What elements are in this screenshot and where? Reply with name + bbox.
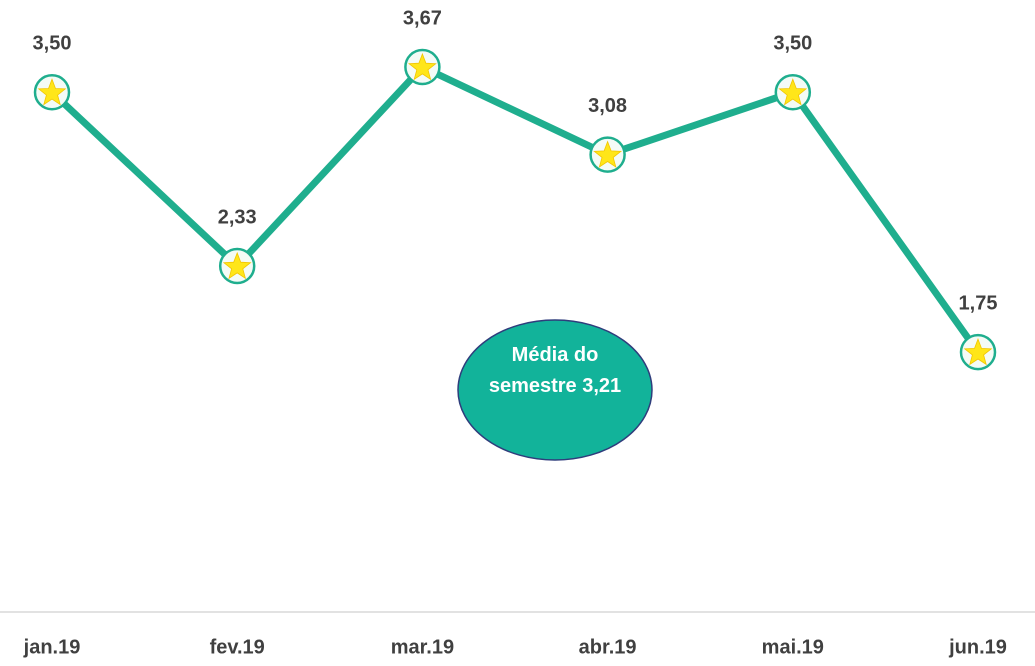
marker-star <box>408 52 437 81</box>
marker-star <box>593 140 622 168</box>
data-label: 3,50 <box>33 33 72 55</box>
annotation: Média do semestre 3,21 <box>488 344 622 397</box>
x-tick-label: abr.19 <box>579 636 637 658</box>
x-tick-label: mai.19 <box>762 636 824 658</box>
marker-star <box>222 251 252 280</box>
data-label: 3,67 <box>403 7 442 29</box>
data-label: 3,50 <box>773 33 812 55</box>
line <box>49 63 981 355</box>
marker-star <box>37 78 67 106</box>
annotation-bubble <box>457 319 653 461</box>
data-label: 3,08 <box>588 95 627 117</box>
data-label: 1,75 <box>959 292 998 314</box>
marker-star <box>963 337 993 366</box>
data-label: 2,33 <box>218 206 257 228</box>
x-tick-label: jun.19 <box>948 636 1007 658</box>
x-tick-label: jan.19 <box>23 636 81 658</box>
x-tick-label: mar.19 <box>391 636 454 658</box>
marker-star <box>778 78 808 106</box>
x-tick-label: fev.19 <box>210 636 265 658</box>
